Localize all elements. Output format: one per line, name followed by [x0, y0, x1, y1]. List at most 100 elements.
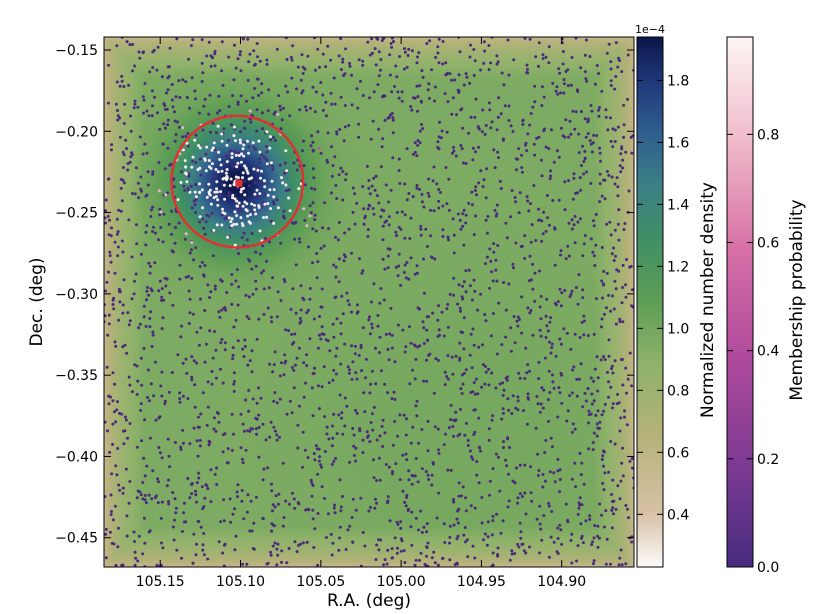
field-star [504, 308, 508, 312]
field-star [145, 298, 148, 302]
field-star [508, 446, 511, 449]
field-star [621, 263, 625, 267]
field-star [448, 72, 452, 76]
field-star [354, 408, 358, 412]
field-star [420, 200, 424, 204]
field-star [123, 429, 127, 433]
field-star [470, 298, 474, 302]
field-star [524, 143, 527, 147]
member-star [234, 139, 237, 143]
field-star [448, 541, 451, 545]
field-star [394, 64, 398, 68]
colorbar-tick-label: 0.8 [757, 127, 779, 143]
field-star [430, 68, 434, 72]
field-star [359, 496, 363, 500]
field-star [254, 495, 258, 499]
field-star [372, 476, 376, 480]
field-star [256, 77, 260, 81]
field-star [116, 545, 120, 549]
field-star [529, 112, 533, 115]
member-star [157, 189, 161, 193]
field-star [549, 316, 553, 320]
field-star [469, 504, 473, 508]
field-star [510, 189, 514, 192]
field-star [107, 233, 111, 237]
density-colorbar-gradient [637, 37, 663, 567]
field-star [316, 472, 320, 476]
field-star [425, 358, 429, 362]
field-star [446, 325, 450, 329]
member-star [240, 152, 244, 156]
field-star [430, 483, 434, 487]
field-star [460, 494, 463, 498]
field-star [241, 37, 245, 41]
field-star [571, 197, 575, 201]
field-star [491, 467, 495, 471]
field-star [418, 344, 422, 348]
field-star [380, 424, 384, 428]
field-star [339, 68, 343, 71]
field-star [158, 127, 162, 131]
y-tick-label: −0.30 [55, 287, 98, 303]
field-star [484, 124, 488, 127]
member-star [194, 195, 198, 199]
field-star [334, 354, 338, 358]
field-star [115, 44, 119, 48]
field-star [425, 379, 429, 383]
field-star [226, 139, 230, 142]
field-star [334, 184, 338, 187]
field-star [311, 414, 315, 418]
field-star [231, 353, 235, 357]
field-star [529, 465, 533, 469]
field-star [202, 104, 206, 108]
field-star [173, 241, 177, 245]
field-star [520, 170, 524, 174]
field-star [441, 40, 445, 43]
field-star [526, 71, 530, 75]
field-star [247, 60, 251, 64]
field-star [124, 138, 128, 142]
field-star [376, 314, 380, 317]
field-star [540, 85, 544, 89]
member-star [213, 190, 217, 194]
field-star [334, 372, 338, 376]
field-star [122, 181, 126, 185]
field-star [303, 183, 307, 187]
field-star [378, 335, 382, 339]
field-star [319, 246, 323, 250]
field-star [496, 244, 500, 247]
field-star [250, 232, 254, 235]
field-star [347, 371, 351, 375]
field-star [257, 166, 261, 170]
field-star [573, 214, 577, 218]
field-star [232, 165, 235, 169]
field-star [514, 406, 518, 410]
field-star [375, 194, 379, 198]
field-star [285, 561, 289, 565]
field-star [550, 510, 554, 513]
field-star [599, 358, 603, 362]
member-star [185, 180, 189, 184]
field-star [609, 116, 612, 120]
field-star [515, 168, 518, 172]
field-star [218, 315, 222, 319]
field-star [114, 344, 118, 348]
field-star [610, 508, 614, 512]
field-star [477, 481, 481, 485]
field-star [324, 114, 328, 118]
field-star [613, 279, 617, 283]
field-star [301, 296, 305, 300]
field-star [306, 456, 310, 460]
field-star [625, 258, 628, 261]
field-star [253, 62, 257, 66]
field-star [326, 131, 330, 135]
field-star [267, 88, 271, 92]
field-star [562, 91, 566, 95]
field-star [542, 95, 546, 99]
field-star [620, 563, 624, 567]
member-star [237, 154, 241, 157]
field-star [121, 166, 125, 169]
field-star [424, 470, 428, 473]
field-star [467, 201, 471, 205]
field-star [531, 262, 535, 266]
